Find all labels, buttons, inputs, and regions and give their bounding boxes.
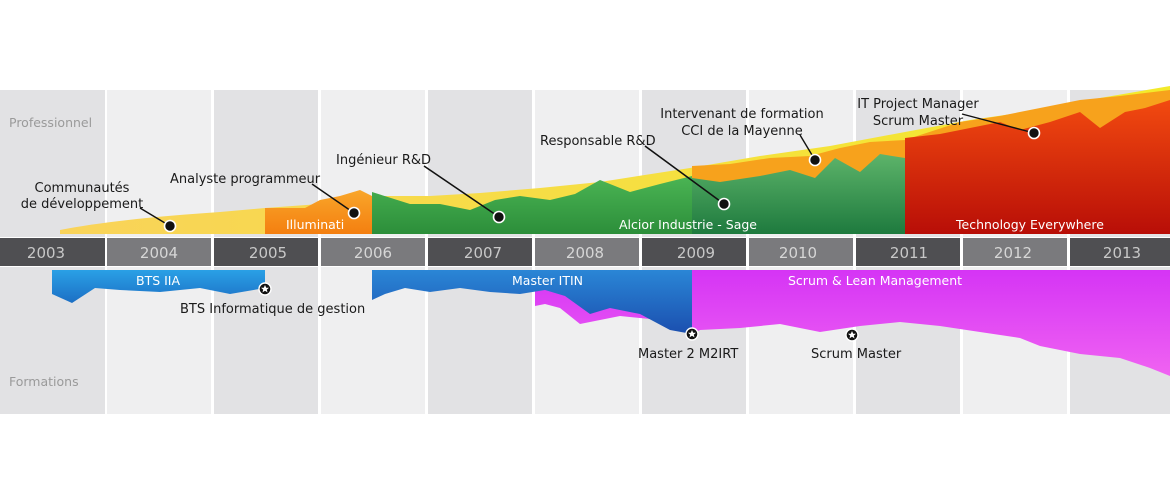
- formations-label: Formations: [9, 374, 79, 389]
- marker-analyste[interactable]: [347, 206, 361, 220]
- year-2009: 2009: [677, 244, 715, 262]
- label-master2: Master 2 M2IRT: [638, 347, 738, 362]
- professional-areas: [60, 86, 1170, 234]
- year-2010: 2010: [779, 244, 817, 262]
- formation-bts-iia: BTS IIA: [136, 273, 180, 288]
- label-itpm-2: Scrum Master: [873, 114, 964, 129]
- year-2003: 2003: [27, 244, 65, 262]
- area-alcior-2: [692, 154, 905, 234]
- label-scrum-master: Scrum Master: [811, 347, 902, 362]
- formation-master-itin: Master ITIN: [512, 273, 583, 288]
- professionnel-label: Professionnel: [9, 115, 92, 130]
- area-bts-iia: [52, 270, 265, 303]
- area-master-itin: [372, 270, 692, 334]
- star-master2-icon[interactable]: [685, 327, 699, 341]
- star-bts-info-icon[interactable]: [258, 282, 272, 296]
- company-illuminati: Illuminati: [286, 217, 344, 232]
- year-2005: 2005: [249, 244, 287, 262]
- marker-ingenieur[interactable]: [492, 210, 506, 224]
- year-2007: 2007: [464, 244, 502, 262]
- label-communautes-1: Communautés: [35, 181, 130, 196]
- year-2006: 2006: [354, 244, 392, 262]
- label-analyste: Analyste programmeur: [170, 172, 321, 187]
- star-scrum-master-icon[interactable]: [845, 328, 859, 342]
- area-scrum-lean: [535, 270, 1170, 376]
- label-bts-info: BTS Informatique de gestion: [180, 302, 365, 317]
- label-ingenieur: Ingénieur R&D: [336, 153, 431, 168]
- company-techev: Technology Everywhere: [955, 217, 1104, 232]
- formation-areas: [52, 270, 1170, 376]
- formation-markers: BTS Informatique de gestion Master 2 M2I…: [180, 282, 902, 362]
- area-illuminati: [265, 190, 372, 234]
- year-bar: 2003 2004 2005 2006 2007 2008 2009 2010 …: [0, 237, 1170, 267]
- company-alcior: Alcior Industrie - Sage: [619, 217, 757, 232]
- marker-responsable[interactable]: [717, 197, 731, 211]
- marker-itpm[interactable]: [1027, 126, 1041, 140]
- label-intervenant-1: Intervenant de formation: [660, 107, 823, 122]
- label-intervenant-2: CCI de la Mayenne: [681, 124, 803, 139]
- year-2011: 2011: [890, 244, 928, 262]
- year-2012: 2012: [994, 244, 1032, 262]
- marker-intervenant[interactable]: [808, 153, 822, 167]
- formation-scrum-lean: Scrum & Lean Management: [788, 273, 962, 288]
- label-communautes-2: de développement: [21, 197, 143, 212]
- year-2004: 2004: [140, 244, 178, 262]
- label-itpm-1: IT Project Manager: [857, 97, 979, 112]
- year-2008: 2008: [566, 244, 604, 262]
- year-2013: 2013: [1103, 244, 1141, 262]
- marker-communautes[interactable]: [163, 219, 177, 233]
- pro-markers: Communautés de développement Analyste pr…: [21, 97, 1041, 233]
- area-alcior-1: [372, 176, 692, 234]
- label-responsable: Responsable R&D: [540, 134, 656, 149]
- area-techev: [905, 100, 1170, 234]
